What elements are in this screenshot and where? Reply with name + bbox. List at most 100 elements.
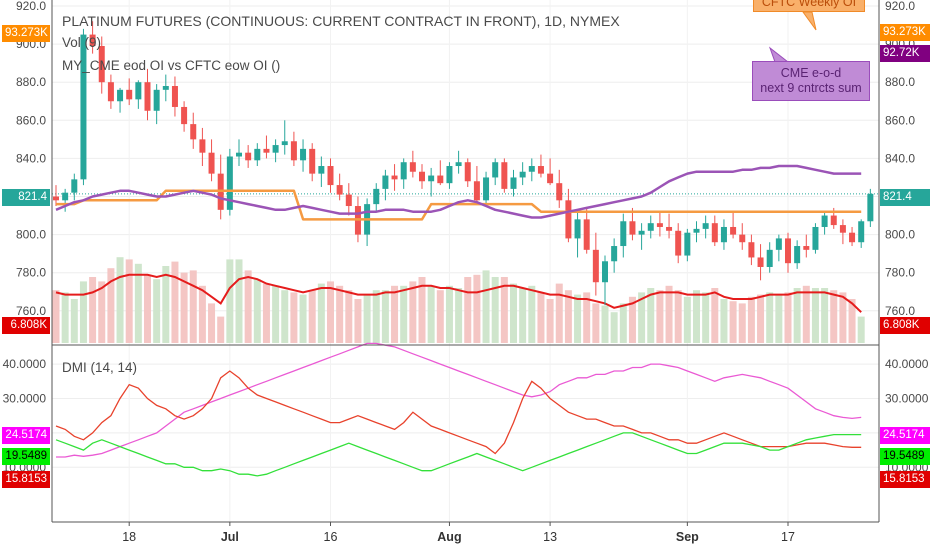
volume-bar <box>802 285 810 343</box>
candle <box>236 139 242 167</box>
volume-bar <box>564 290 572 343</box>
candle <box>611 238 618 273</box>
candle <box>602 255 608 306</box>
volume-bar <box>574 294 582 343</box>
volume-bar <box>363 294 371 343</box>
dmi-legend: DMI (14, 14) <box>62 360 138 375</box>
volume-bar <box>537 292 545 343</box>
price-tick-left: 800.0 <box>16 228 46 242</box>
volume-ma-line <box>55 273 862 313</box>
candle-body <box>858 221 865 243</box>
volume-bar <box>729 301 737 343</box>
cme-oi-line <box>55 164 862 219</box>
candle-body <box>839 225 846 233</box>
candle <box>739 223 746 250</box>
volume-bar <box>391 285 399 343</box>
volume-bar <box>134 263 142 343</box>
candle-body <box>290 141 297 161</box>
candle-body <box>638 230 645 235</box>
volume-tag-left: 6.808K <box>2 317 50 334</box>
candle <box>171 76 178 117</box>
volume-bar <box>116 257 124 343</box>
indicator-lines <box>55 164 862 221</box>
candle <box>775 234 782 262</box>
volume-bar <box>811 288 819 343</box>
candle <box>748 234 755 266</box>
candle <box>821 211 828 235</box>
candle <box>446 162 453 189</box>
volume-bar <box>619 303 627 343</box>
candle-body <box>419 171 425 182</box>
candle-body <box>345 194 352 207</box>
volume-bar <box>757 294 765 343</box>
candle <box>785 232 791 273</box>
candle <box>858 219 865 248</box>
candle-body <box>620 221 627 247</box>
candle <box>666 213 673 239</box>
dmi-plus-tag-right: 24.5174 <box>880 427 930 444</box>
volume-bar <box>226 259 234 343</box>
candle-body <box>739 234 746 243</box>
volume-bar <box>89 277 97 343</box>
volume-bar <box>381 290 389 343</box>
volume-bar <box>217 316 225 343</box>
volume-bar <box>98 281 106 343</box>
candle <box>364 198 371 247</box>
candle-body <box>428 175 435 182</box>
candle-body <box>611 246 618 262</box>
candle-body <box>71 179 78 193</box>
candle-body <box>89 34 96 47</box>
candle-body <box>336 185 343 195</box>
volume-bar <box>208 303 216 343</box>
candle <box>629 207 636 241</box>
volume-bar <box>821 288 829 343</box>
volume-bar <box>153 279 161 343</box>
candle-body <box>171 86 178 107</box>
volume-bar <box>775 294 783 343</box>
dmi-minus-tag-left: 15.8153 <box>2 471 50 488</box>
candle-body <box>757 257 764 267</box>
candle-body <box>455 162 462 167</box>
volume-bar <box>720 299 728 343</box>
volume-bar <box>144 274 151 343</box>
candle-body <box>107 82 114 102</box>
candle <box>757 244 764 281</box>
candle-body <box>144 82 151 111</box>
volume-bar <box>693 290 700 343</box>
candle <box>693 221 700 243</box>
volume-bar <box>445 285 453 343</box>
time-tick-label: Jul <box>221 530 239 544</box>
last-price-tag-left: 821.4 <box>2 189 50 206</box>
candle <box>812 223 819 254</box>
price-tick-right: 920.0 <box>885 0 915 13</box>
volume-bar <box>793 288 801 343</box>
candle-body <box>675 230 682 256</box>
candle <box>318 156 325 187</box>
candle-body <box>117 89 124 102</box>
cftc-value-tag-left: 93.273K <box>2 25 50 42</box>
candle <box>217 154 224 220</box>
volume-bar <box>500 277 508 343</box>
candle-body <box>720 226 727 243</box>
cftc-callout-pointer <box>802 11 817 31</box>
volume-bar <box>519 288 527 343</box>
candle <box>455 150 462 174</box>
dmi-lines <box>55 342 862 477</box>
dmi-minus-tag-right: 15.8153 <box>880 471 930 488</box>
candle-body <box>473 181 480 201</box>
volume-bar <box>491 277 499 343</box>
candle-body <box>501 162 508 189</box>
candle-body <box>693 228 700 233</box>
volume-bar <box>189 270 197 343</box>
candle-body <box>254 148 261 161</box>
candle-body <box>153 89 160 111</box>
vol-legend: Vol (9) <box>62 35 102 50</box>
candle-body <box>464 162 471 182</box>
candle-body <box>318 166 325 174</box>
candle-body <box>684 232 691 256</box>
candle-body <box>382 175 389 189</box>
volume-bar <box>711 288 719 343</box>
volume-bar <box>180 272 188 343</box>
volume-bar <box>473 274 481 343</box>
candle-body <box>126 89 133 100</box>
